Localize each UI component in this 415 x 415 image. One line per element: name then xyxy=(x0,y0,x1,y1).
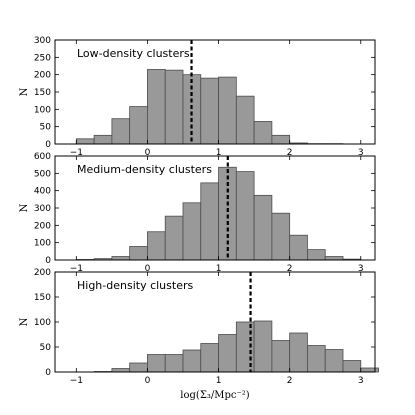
y-tick-label-medium-density-0: 0 xyxy=(45,256,51,266)
y-tick-label-high-density-1: 50 xyxy=(40,343,52,353)
x-tick-label-medium-density-3: 2 xyxy=(287,264,293,274)
bar-low-density-4 xyxy=(147,69,166,145)
y-tick-label-low-density-4: 200 xyxy=(34,71,51,81)
bar-medium-density-8 xyxy=(218,166,237,261)
bar-medium-density-5 xyxy=(164,215,184,261)
bar-low-density-5 xyxy=(164,69,184,145)
bars-high-density xyxy=(93,320,379,373)
bar-high-density-15 xyxy=(360,367,379,373)
x-tick-label-low-density-2: 1 xyxy=(216,148,222,158)
bar-high-density-1 xyxy=(111,368,131,373)
bar-medium-density-7 xyxy=(200,182,219,261)
y-ticks-high-density: 0 50 100 150 200 xyxy=(34,268,375,378)
x-tick-label-low-density-4: 3 xyxy=(358,148,364,158)
bar-high-density-3 xyxy=(147,354,166,373)
x-tick-label-low-density-1: 0 xyxy=(145,148,151,158)
panel-label-medium-density: Medium-density clusters xyxy=(77,163,212,176)
bar-medium-density-14 xyxy=(324,256,344,261)
bar-medium-density-4 xyxy=(147,231,166,261)
y-tick-label-high-density-0: 0 xyxy=(45,368,51,378)
bar-medium-density-9 xyxy=(235,171,255,261)
panel-high-density: 0 50 100 150 200 −1 0 1 2 3 High-density cluster… xyxy=(19,268,379,386)
bar-high-density-10 xyxy=(271,340,291,373)
y-tick-label-medium-density-3: 300 xyxy=(34,204,51,214)
y-axis-label-low-density: N xyxy=(19,87,30,96)
x-ticks-high-density: −1 0 1 2 3 xyxy=(70,272,364,386)
x-tick-label-medium-density-4: 3 xyxy=(358,264,364,274)
bar-medium-density-12 xyxy=(289,234,308,261)
bar-low-density-8 xyxy=(218,76,237,145)
bar-high-density-2 xyxy=(129,362,148,373)
bar-high-density-13 xyxy=(324,349,344,373)
y-ticks-medium-density: 0 100 200 300 400 500 600 xyxy=(34,152,375,266)
bar-medium-density-10 xyxy=(253,194,273,261)
y-tick-label-medium-density-1: 100 xyxy=(34,239,51,249)
bar-low-density-1 xyxy=(93,134,113,145)
y-tick-label-low-density-0: 0 xyxy=(45,140,51,150)
x-ticks-medium-density: −1 0 1 2 3 xyxy=(70,156,364,274)
x-tick-label-high-density-4: 3 xyxy=(358,376,364,386)
panel-label-low-density: Low-density clusters xyxy=(77,47,190,60)
bar-high-density-11 xyxy=(289,332,308,373)
y-tick-label-low-density-5: 250 xyxy=(34,53,51,63)
bar-high-density-9 xyxy=(253,320,273,373)
y-axis-label-medium-density: N xyxy=(19,203,30,212)
bar-low-density-0 xyxy=(75,138,95,145)
bars-medium-density xyxy=(75,166,362,261)
y-tick-label-low-density-1: 50 xyxy=(40,123,52,133)
bar-medium-density-2 xyxy=(111,256,131,261)
bar-medium-density-6 xyxy=(182,202,202,261)
x-tick-label-high-density-2: 1 xyxy=(216,376,222,386)
x-tick-label-medium-density-0: −1 xyxy=(70,264,83,274)
panel-label-high-density: High-density clusters xyxy=(77,279,193,292)
x-tick-label-low-density-0: −1 xyxy=(70,148,83,158)
bar-high-density-6 xyxy=(200,343,219,373)
x-tick-label-high-density-3: 2 xyxy=(287,376,293,386)
x-tick-label-medium-density-1: 0 xyxy=(145,264,151,274)
bar-low-density-9 xyxy=(235,95,255,145)
bar-low-density-7 xyxy=(200,77,219,145)
x-ticks-low-density: −1 0 1 2 3 xyxy=(70,40,364,158)
panel-medium-density: 0 100 200 300 400 500 600 −1 0 1 2 3 Medium-densit… xyxy=(19,152,376,274)
bars-low-density xyxy=(75,69,344,145)
y-ticks-low-density: 0 50 100 150 200 250 300 xyxy=(34,36,375,150)
bar-low-density-2 xyxy=(111,118,131,145)
y-tick-label-medium-density-4: 400 xyxy=(34,187,51,197)
x-tick-label-high-density-0: −1 xyxy=(70,376,83,386)
y-tick-label-low-density-6: 300 xyxy=(34,36,51,46)
bar-low-density-11 xyxy=(271,134,291,145)
bar-high-density-12 xyxy=(307,345,326,373)
bar-high-density-7 xyxy=(218,334,237,373)
y-tick-label-high-density-2: 100 xyxy=(34,318,51,328)
y-tick-label-medium-density-5: 500 xyxy=(34,169,51,179)
x-tick-label-low-density-3: 2 xyxy=(287,148,293,158)
panel-low-density: 0 50 100 150 200 250 300 −1 0 1 2 3 Low-density cl… xyxy=(19,36,376,158)
bar-high-density-5 xyxy=(182,349,202,373)
y-tick-label-high-density-3: 150 xyxy=(34,293,51,303)
y-tick-label-low-density-2: 100 xyxy=(34,105,51,115)
bar-low-density-10 xyxy=(253,121,273,145)
x-tick-label-high-density-1: 0 xyxy=(145,376,151,386)
bar-high-density-4 xyxy=(164,354,184,373)
bar-medium-density-3 xyxy=(129,246,148,261)
y-tick-label-medium-density-6: 600 xyxy=(34,152,51,162)
y-axis-label-high-density: N xyxy=(19,317,30,326)
y-tick-label-high-density-4: 200 xyxy=(34,268,51,278)
bar-high-density-14 xyxy=(342,360,362,373)
y-tick-label-low-density-3: 150 xyxy=(34,88,51,98)
x-axis-label: log(Σ₃/Mpc⁻²) xyxy=(180,390,249,401)
bar-medium-density-11 xyxy=(271,212,291,261)
bar-low-density-3 xyxy=(129,106,148,145)
bar-medium-density-13 xyxy=(307,249,326,261)
y-tick-label-medium-density-2: 200 xyxy=(34,221,51,231)
x-tick-label-medium-density-2: 1 xyxy=(216,264,222,274)
